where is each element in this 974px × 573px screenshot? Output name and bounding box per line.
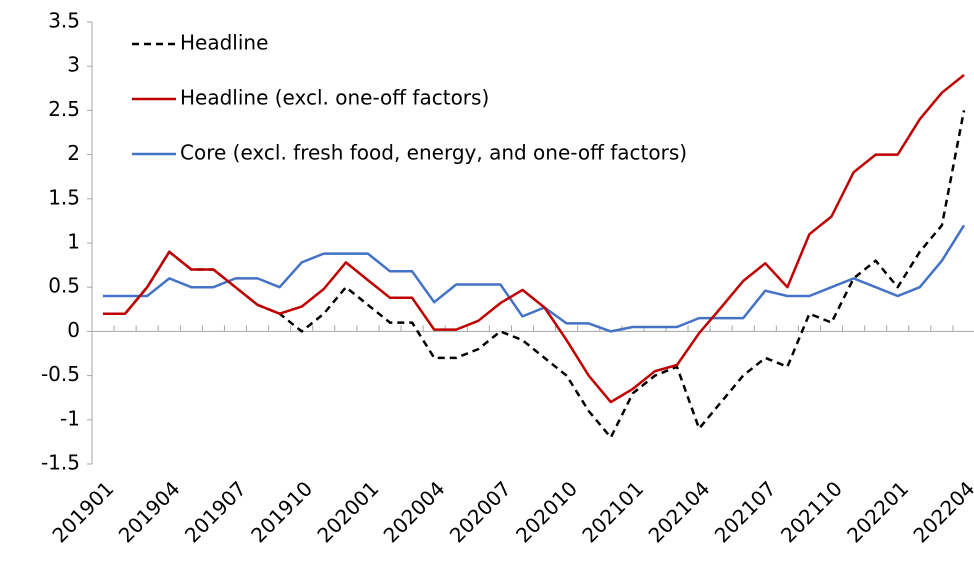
y-tick-label: 3.5 xyxy=(48,9,80,33)
x-tick-label: 202004 xyxy=(379,476,450,547)
x-tick-label: 202101 xyxy=(577,476,648,547)
x-tick-label: 202107 xyxy=(710,476,781,547)
legend-label: Headline (excl. one-off factors) xyxy=(180,86,489,110)
series-line xyxy=(103,110,966,439)
y-tick-label: 3 xyxy=(67,53,80,77)
x-tick-label: 201904 xyxy=(114,476,185,547)
y-tick-label: -1.5 xyxy=(41,451,80,475)
legend-label: Headline xyxy=(180,31,268,55)
x-tick-label: 202204 xyxy=(908,476,974,547)
y-tick-label: 2.5 xyxy=(48,97,80,121)
x-tick-label: 202110 xyxy=(776,476,847,547)
y-tick-label: 0.5 xyxy=(48,274,80,298)
y-tick-label: -1 xyxy=(60,406,80,430)
y-tick-label: 1 xyxy=(67,230,80,254)
x-tick-label: 202104 xyxy=(644,476,715,547)
y-tick-label: 0 xyxy=(67,318,80,342)
y-tick-label: 2 xyxy=(67,141,80,165)
x-tick-label: 201910 xyxy=(246,476,317,547)
series-line xyxy=(103,224,966,333)
x-tick-label: 202001 xyxy=(312,476,383,547)
x-tick-label: 201907 xyxy=(180,476,251,547)
y-tick-label: 1.5 xyxy=(48,185,80,209)
legend-label: Core (excl. fresh food, energy, and one-… xyxy=(180,141,687,165)
x-tick-label: 202007 xyxy=(445,476,516,547)
y-tick-label: -0.5 xyxy=(41,362,80,386)
x-tick-label: 202010 xyxy=(511,476,582,547)
x-tick-label: 202201 xyxy=(842,476,913,547)
x-tick-label: 201901 xyxy=(47,476,118,547)
series-line xyxy=(103,74,965,404)
